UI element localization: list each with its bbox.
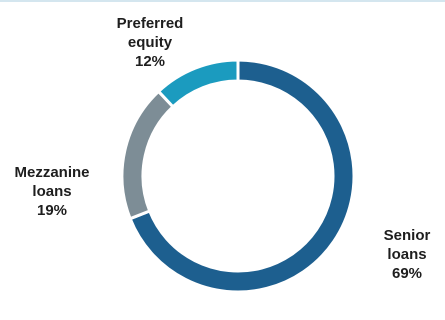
slice-value-label: 19% [36, 202, 68, 219]
slice-label-line: Senior [383, 227, 431, 244]
donut-slice-senior-loans [128, 58, 356, 294]
slice-value-label: 12% [134, 53, 166, 70]
slice-label-line: loans [387, 246, 427, 263]
slice-label-line: Preferred [116, 15, 184, 32]
slice-label-mezzanine-loans: Mezzanine loans 19% [4, 163, 100, 220]
donut-slice-preferred-equity [156, 58, 240, 109]
donut-slice-mezzanine-loans [120, 89, 176, 221]
top-divider [0, 0, 445, 2]
slice-label-line: Mezzanine [14, 164, 90, 181]
slice-label-senior-loans: Senior loans 69% [372, 226, 442, 283]
slice-label-preferred-equity: Preferred equity 12% [102, 14, 198, 71]
slice-label-line: loans [32, 183, 72, 200]
slice-label-line: equity [127, 34, 173, 51]
slice-value-label: 69% [391, 265, 423, 282]
